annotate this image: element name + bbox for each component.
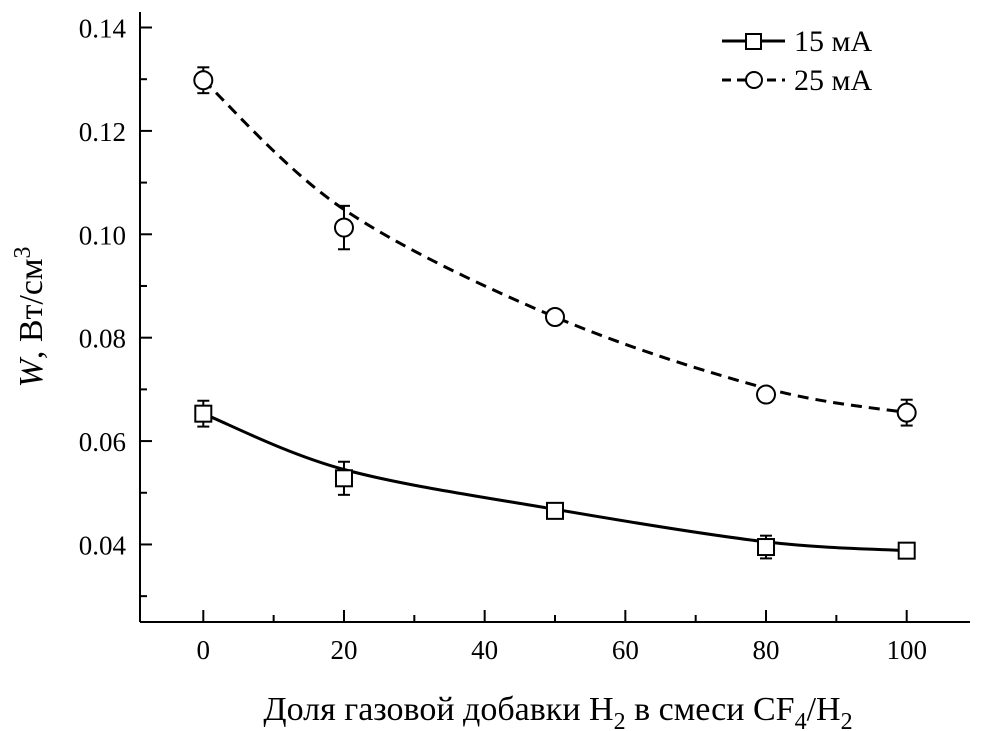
data-point-square xyxy=(757,538,776,557)
series-fit-line xyxy=(202,412,907,553)
x-tick-label: 40 xyxy=(471,635,498,665)
y-tick-label: 0.10 xyxy=(79,220,126,250)
y-tick-label: 0.12 xyxy=(79,117,126,147)
y-tick-label: 0.14 xyxy=(79,14,127,44)
x-tick-label: 0 xyxy=(197,635,211,665)
legend-square-marker xyxy=(745,33,762,50)
y-axis-title: W, Вт/см3 xyxy=(10,247,50,388)
data-point-circle xyxy=(333,217,354,238)
legend-item-15ma: 15 мА xyxy=(722,25,872,58)
data-point-circle xyxy=(545,307,565,327)
data-point-square xyxy=(334,469,353,488)
series-fit-line xyxy=(202,79,907,415)
series-15ma xyxy=(194,399,916,560)
legend: 15 мА 25 мА xyxy=(722,25,872,97)
y-tick-label: 0.06 xyxy=(79,427,126,457)
x-tick-label: 20 xyxy=(330,635,357,665)
series-25ma xyxy=(193,66,917,427)
legend-item-25ma: 25 мА xyxy=(722,64,872,97)
data-point-square xyxy=(546,501,564,520)
x-tick-label: 60 xyxy=(612,635,639,665)
x-tick-label: 100 xyxy=(886,635,927,665)
y-tick-label: 0.04 xyxy=(79,530,127,560)
data-point-circle xyxy=(896,402,917,423)
data-point-circle xyxy=(193,70,214,91)
data-point-square xyxy=(897,541,916,560)
data-point-square xyxy=(194,404,213,423)
ticks: 0 20 40 60 80 100 0.04 0.06 0.08 0.10 0.12 0.14 xyxy=(79,14,927,665)
legend-circle-marker xyxy=(745,71,763,89)
y-tick-label: 0.08 xyxy=(79,324,126,354)
legend-label-15ma: 15 мА xyxy=(794,25,872,58)
data-point-circle xyxy=(756,384,777,405)
x-tick-label: 80 xyxy=(753,635,780,665)
x-axis-title: Доля газовой добавки H2 в смеси CF4/H2 xyxy=(263,691,852,731)
legend-label-25ma: 25 мА xyxy=(794,64,872,97)
series xyxy=(193,66,917,560)
